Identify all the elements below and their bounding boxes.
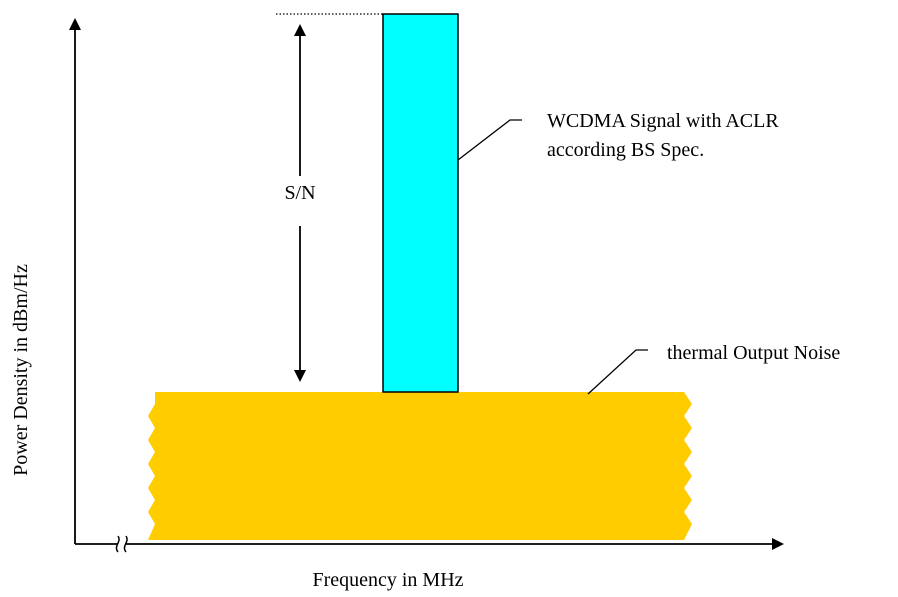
noise-callout-line (587, 349, 648, 395)
x-axis-title: Frequency in MHz (312, 569, 463, 591)
signal-label-line1: WCDMA Signal with ACLR (547, 110, 779, 132)
noise-label: thermal Output Noise (667, 342, 840, 364)
x-axis-break-icon (115, 535, 128, 553)
thermal-noise-band (148, 392, 692, 540)
y-axis-title: Power Density in dBm/Hz (10, 264, 32, 476)
signal-callout-line (457, 119, 522, 161)
signal-label-line2: according BS Spec. (547, 139, 704, 161)
wcdma-signal-bar (382, 13, 459, 393)
sn-label: S/N (284, 182, 315, 204)
